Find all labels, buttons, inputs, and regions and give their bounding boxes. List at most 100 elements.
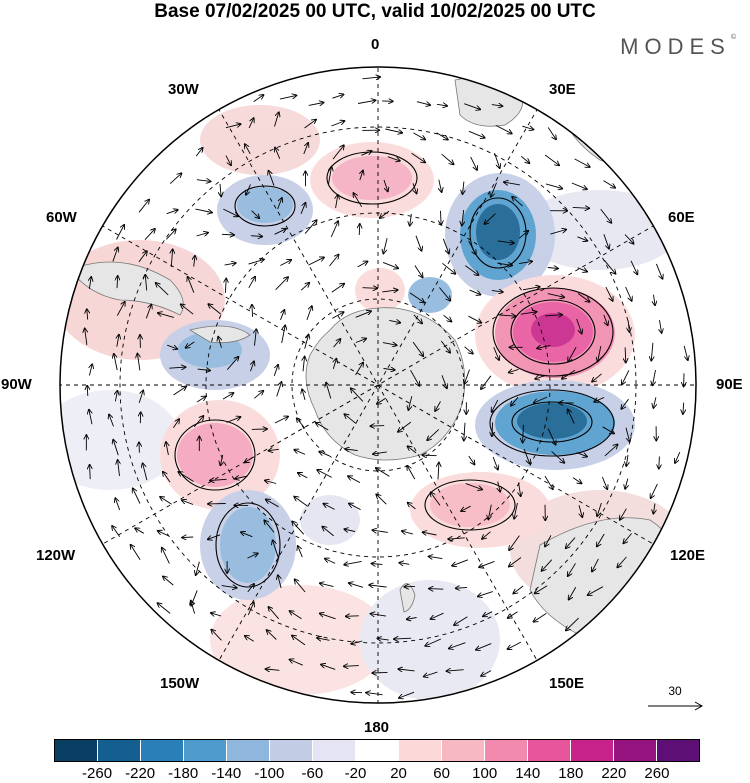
wind-vector-arrow — [346, 616, 359, 617]
wind-vector-arrow — [468, 455, 475, 464]
wind-vector-arrow — [144, 229, 155, 241]
wind-vector-arrow — [349, 504, 361, 510]
wind-vector-arrow — [545, 183, 562, 189]
wind-vector-arrow — [408, 503, 416, 510]
wind-vector-arrow — [303, 357, 305, 372]
map-boundary — [59, 66, 697, 704]
wind-vector-arrow — [332, 312, 343, 319]
wind-vector-arrow — [513, 585, 524, 594]
wind-vector-arrow — [399, 691, 415, 698]
wind-vector-arrow — [145, 305, 151, 319]
wind-vector-arrow — [295, 579, 306, 593]
map-disk — [60, 67, 696, 703]
wind-vector-arrow — [408, 396, 413, 410]
wind-vector-arrow — [194, 256, 195, 267]
wind-vector-arrow — [481, 375, 492, 389]
wind-vector-arrow — [145, 275, 146, 291]
wind-vector-arrow — [456, 587, 468, 588]
wind-vector-arrow — [247, 584, 254, 593]
wind-vector-arrow — [115, 498, 121, 511]
wind-vector-arrow — [191, 601, 196, 614]
wind-vector-arrow — [468, 315, 481, 323]
wind-vector-arrow — [509, 535, 520, 551]
wind-vector-arrow — [251, 210, 260, 219]
wind-vector-arrow — [308, 103, 324, 106]
wind-vector-arrow — [534, 613, 547, 621]
wind-vector-arrow — [169, 173, 181, 184]
colorbar-tick-label: 20 — [390, 765, 407, 782]
wind-vector-arrow — [303, 143, 308, 155]
wind-vector-arrow — [544, 154, 559, 165]
wind-vector-arrow — [355, 339, 366, 343]
wind-vector-arrow — [264, 520, 275, 533]
wind-vector-arrow — [162, 548, 170, 564]
wind-vector-arrow — [655, 263, 662, 279]
wind-vector-arrow — [163, 576, 174, 586]
wind-vector-arrow — [620, 508, 627, 520]
wind-vector-arrow — [278, 575, 281, 589]
wind-vector-arrow — [651, 342, 653, 361]
wind-vector-arrow — [269, 171, 275, 186]
colorbar-tick-label: 60 — [433, 765, 450, 782]
wind-vector-arrow — [544, 475, 553, 489]
wind-vector-arrow — [273, 540, 279, 558]
wind-vector-arrow — [266, 500, 279, 508]
wind-vector-arrow — [321, 664, 336, 670]
wind-vector-arrow — [463, 181, 464, 194]
wind-vector-arrow — [158, 531, 169, 537]
wind-vector-arrow — [85, 328, 87, 345]
wind-vector-arrow — [195, 148, 202, 157]
wind-vector-arrow — [394, 638, 412, 639]
wind-vector-arrow — [304, 120, 317, 129]
wind-vector-arrow — [226, 357, 238, 370]
wind-vector-arrow — [317, 470, 332, 478]
colorbar-tick-label: -180 — [168, 765, 199, 782]
wind-vector-arrow — [323, 504, 335, 510]
wind-vector-arrow — [653, 370, 656, 385]
wind-vector-arrow — [316, 423, 329, 431]
wind-vector-arrow — [484, 213, 496, 225]
reference-arrow-icon — [648, 701, 704, 711]
colorbar-tick-label: 260 — [644, 765, 670, 782]
wind-vector-arrow — [413, 314, 422, 324]
wind-vector-arrow — [370, 426, 385, 427]
wind-vector-arrow — [113, 440, 119, 456]
wind-vector-arrow — [683, 402, 684, 414]
wind-vector-arrow — [465, 483, 482, 490]
wind-vector-arrow — [488, 504, 491, 520]
colorbar-tick-label: -100 — [254, 765, 285, 782]
wind-vector-arrow — [372, 564, 383, 565]
wind-vector-arrow — [359, 224, 360, 236]
wind-vector-arrow — [598, 346, 602, 361]
wind-vector-arrow — [331, 284, 344, 293]
wind-vector-arrow — [439, 179, 442, 192]
wind-vector-arrow — [542, 559, 553, 571]
wind-vector-arrow — [442, 262, 455, 274]
wind-vector-arrow — [344, 666, 359, 667]
wind-vector-arrow — [266, 669, 280, 670]
wind-vector-arrow — [275, 148, 281, 159]
wind-vector-arrow — [481, 670, 492, 676]
wind-vector-arrow — [344, 414, 357, 425]
wind-vector-arrow — [382, 343, 397, 346]
wind-vector-arrow — [115, 391, 117, 402]
wind-vector-arrow — [208, 534, 221, 540]
colorbar-tick-label: 100 — [472, 765, 498, 782]
lon-label-180: 180 — [364, 719, 390, 736]
wind-vector-arrow — [483, 611, 493, 617]
colorbar-swatch — [270, 740, 313, 761]
wind-vector-arrow — [468, 130, 485, 138]
wind-vector-arrow — [617, 556, 627, 567]
wind-vector-arrow — [660, 320, 662, 333]
colorbar-swatch — [485, 740, 528, 761]
wind-vector-arrow — [497, 241, 514, 243]
wind-vector-arrow — [302, 389, 305, 401]
wind-vector-arrow — [592, 373, 602, 382]
wind-vector-arrow — [545, 535, 552, 546]
map-title: Base 07/02/2025 00 UTC, valid 10/02/2025… — [154, 1, 596, 22]
wind-vector-arrow — [594, 396, 605, 401]
wind-vector-arrow — [439, 287, 450, 301]
wind-vector-arrow — [514, 502, 518, 519]
wind-vectors — [85, 77, 688, 698]
wind-vector-arrow — [265, 481, 277, 484]
